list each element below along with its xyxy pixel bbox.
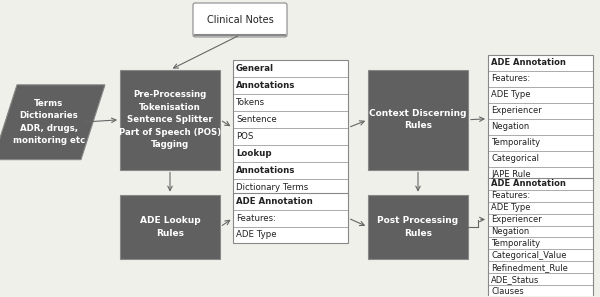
Text: Clinical Notes: Clinical Notes bbox=[206, 15, 274, 25]
Text: Features:: Features: bbox=[491, 191, 530, 200]
Text: Negation: Negation bbox=[491, 227, 529, 236]
Text: Refinedment_Rule: Refinedment_Rule bbox=[491, 263, 568, 272]
Text: POS: POS bbox=[236, 132, 253, 141]
Text: ADE Type: ADE Type bbox=[491, 203, 530, 212]
Text: Dictionary Terms: Dictionary Terms bbox=[236, 183, 308, 192]
Text: Annotations: Annotations bbox=[236, 81, 295, 90]
Text: Temporality: Temporality bbox=[491, 239, 540, 248]
Text: Features:: Features: bbox=[236, 214, 276, 222]
FancyBboxPatch shape bbox=[120, 70, 220, 170]
FancyBboxPatch shape bbox=[368, 70, 468, 170]
Text: ADE Type: ADE Type bbox=[236, 230, 277, 239]
Text: Annotations: Annotations bbox=[236, 166, 295, 175]
Text: Tokens: Tokens bbox=[236, 98, 265, 107]
Text: Experiencer: Experiencer bbox=[491, 215, 542, 224]
FancyBboxPatch shape bbox=[193, 3, 287, 37]
Text: Categorical: Categorical bbox=[491, 154, 539, 163]
FancyBboxPatch shape bbox=[233, 192, 348, 244]
Text: ADE Type: ADE Type bbox=[491, 90, 530, 99]
Text: Terms
Dictionaries
ADR, drugs,
monitoring etc: Terms Dictionaries ADR, drugs, monitorin… bbox=[13, 99, 85, 146]
Text: Lookup: Lookup bbox=[236, 149, 272, 158]
FancyBboxPatch shape bbox=[233, 60, 348, 195]
Text: ADE Lookup
Rules: ADE Lookup Rules bbox=[140, 216, 200, 238]
Text: Temporality: Temporality bbox=[491, 138, 540, 147]
Text: Clauses: Clauses bbox=[491, 287, 524, 296]
FancyBboxPatch shape bbox=[488, 55, 593, 183]
Text: JAPE Rule: JAPE Rule bbox=[491, 170, 530, 179]
Text: Features:: Features: bbox=[491, 74, 530, 83]
FancyBboxPatch shape bbox=[120, 195, 220, 260]
Text: ADE Annotation: ADE Annotation bbox=[491, 59, 566, 67]
Polygon shape bbox=[0, 85, 105, 160]
Text: Context Discerning
Rules: Context Discerning Rules bbox=[369, 109, 467, 130]
FancyBboxPatch shape bbox=[488, 178, 593, 297]
Text: Post Processing
Rules: Post Processing Rules bbox=[377, 216, 458, 238]
Text: Pre-Processing
Tokenisation
Sentence Splitter
Part of Speech (POS)
Tagging: Pre-Processing Tokenisation Sentence Spl… bbox=[119, 90, 221, 149]
FancyBboxPatch shape bbox=[368, 195, 468, 260]
Text: ADE_Status: ADE_Status bbox=[491, 275, 539, 284]
Text: ADE Annotation: ADE Annotation bbox=[491, 179, 566, 188]
Text: Negation: Negation bbox=[491, 122, 529, 131]
Text: Experiencer: Experiencer bbox=[491, 106, 542, 115]
Text: ADE Annotation: ADE Annotation bbox=[236, 197, 313, 206]
Text: General: General bbox=[236, 64, 274, 73]
Text: Categorical_Value: Categorical_Value bbox=[491, 251, 566, 260]
Text: Sentence: Sentence bbox=[236, 115, 277, 124]
